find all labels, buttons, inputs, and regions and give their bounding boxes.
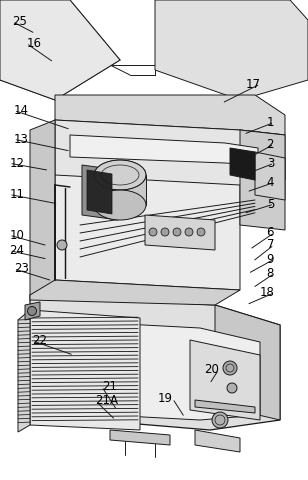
Text: 25: 25 xyxy=(12,15,27,28)
Text: 24: 24 xyxy=(9,244,24,257)
Polygon shape xyxy=(195,430,240,452)
Circle shape xyxy=(173,228,181,236)
Text: 2: 2 xyxy=(267,137,274,151)
Polygon shape xyxy=(18,310,30,432)
Text: 3: 3 xyxy=(267,156,274,170)
Polygon shape xyxy=(30,280,240,305)
Polygon shape xyxy=(145,215,215,250)
Polygon shape xyxy=(240,130,285,230)
Polygon shape xyxy=(70,135,258,165)
Polygon shape xyxy=(94,175,146,205)
Polygon shape xyxy=(30,295,280,430)
Ellipse shape xyxy=(94,190,146,220)
Text: 6: 6 xyxy=(267,226,274,240)
Polygon shape xyxy=(30,120,55,295)
Text: 4: 4 xyxy=(267,176,274,189)
Polygon shape xyxy=(55,95,285,135)
Text: 14: 14 xyxy=(14,104,29,117)
Polygon shape xyxy=(0,0,120,100)
Text: 11: 11 xyxy=(9,188,24,201)
Text: 21A: 21A xyxy=(95,394,119,408)
Text: 12: 12 xyxy=(9,156,24,170)
Text: 8: 8 xyxy=(267,267,274,280)
Polygon shape xyxy=(30,310,140,430)
Text: 22: 22 xyxy=(32,334,47,348)
Circle shape xyxy=(185,228,193,236)
Text: 17: 17 xyxy=(245,77,260,91)
Circle shape xyxy=(223,361,237,375)
Text: 19: 19 xyxy=(157,392,172,405)
Text: 20: 20 xyxy=(204,363,219,376)
Text: 13: 13 xyxy=(14,132,29,146)
Polygon shape xyxy=(25,302,40,320)
Text: 18: 18 xyxy=(259,286,274,300)
Polygon shape xyxy=(255,152,285,200)
Circle shape xyxy=(197,228,205,236)
Polygon shape xyxy=(155,0,308,100)
Text: 16: 16 xyxy=(26,36,41,50)
Circle shape xyxy=(161,228,169,236)
Polygon shape xyxy=(82,165,118,220)
Text: 9: 9 xyxy=(267,252,274,266)
Polygon shape xyxy=(55,120,240,290)
Circle shape xyxy=(227,383,237,393)
Circle shape xyxy=(212,412,228,428)
Text: 10: 10 xyxy=(9,228,24,242)
Circle shape xyxy=(27,307,37,315)
Text: 5: 5 xyxy=(267,197,274,211)
Polygon shape xyxy=(50,320,260,420)
Polygon shape xyxy=(110,430,170,445)
Polygon shape xyxy=(55,120,285,185)
Polygon shape xyxy=(215,305,280,420)
Polygon shape xyxy=(87,170,112,214)
Text: 23: 23 xyxy=(14,262,29,276)
Ellipse shape xyxy=(94,160,146,190)
Polygon shape xyxy=(195,400,255,413)
Circle shape xyxy=(57,240,67,250)
Text: 7: 7 xyxy=(267,238,274,252)
Circle shape xyxy=(149,228,157,236)
Polygon shape xyxy=(190,340,260,420)
Text: 21: 21 xyxy=(102,380,117,393)
Text: 1: 1 xyxy=(267,116,274,129)
Polygon shape xyxy=(230,148,255,180)
